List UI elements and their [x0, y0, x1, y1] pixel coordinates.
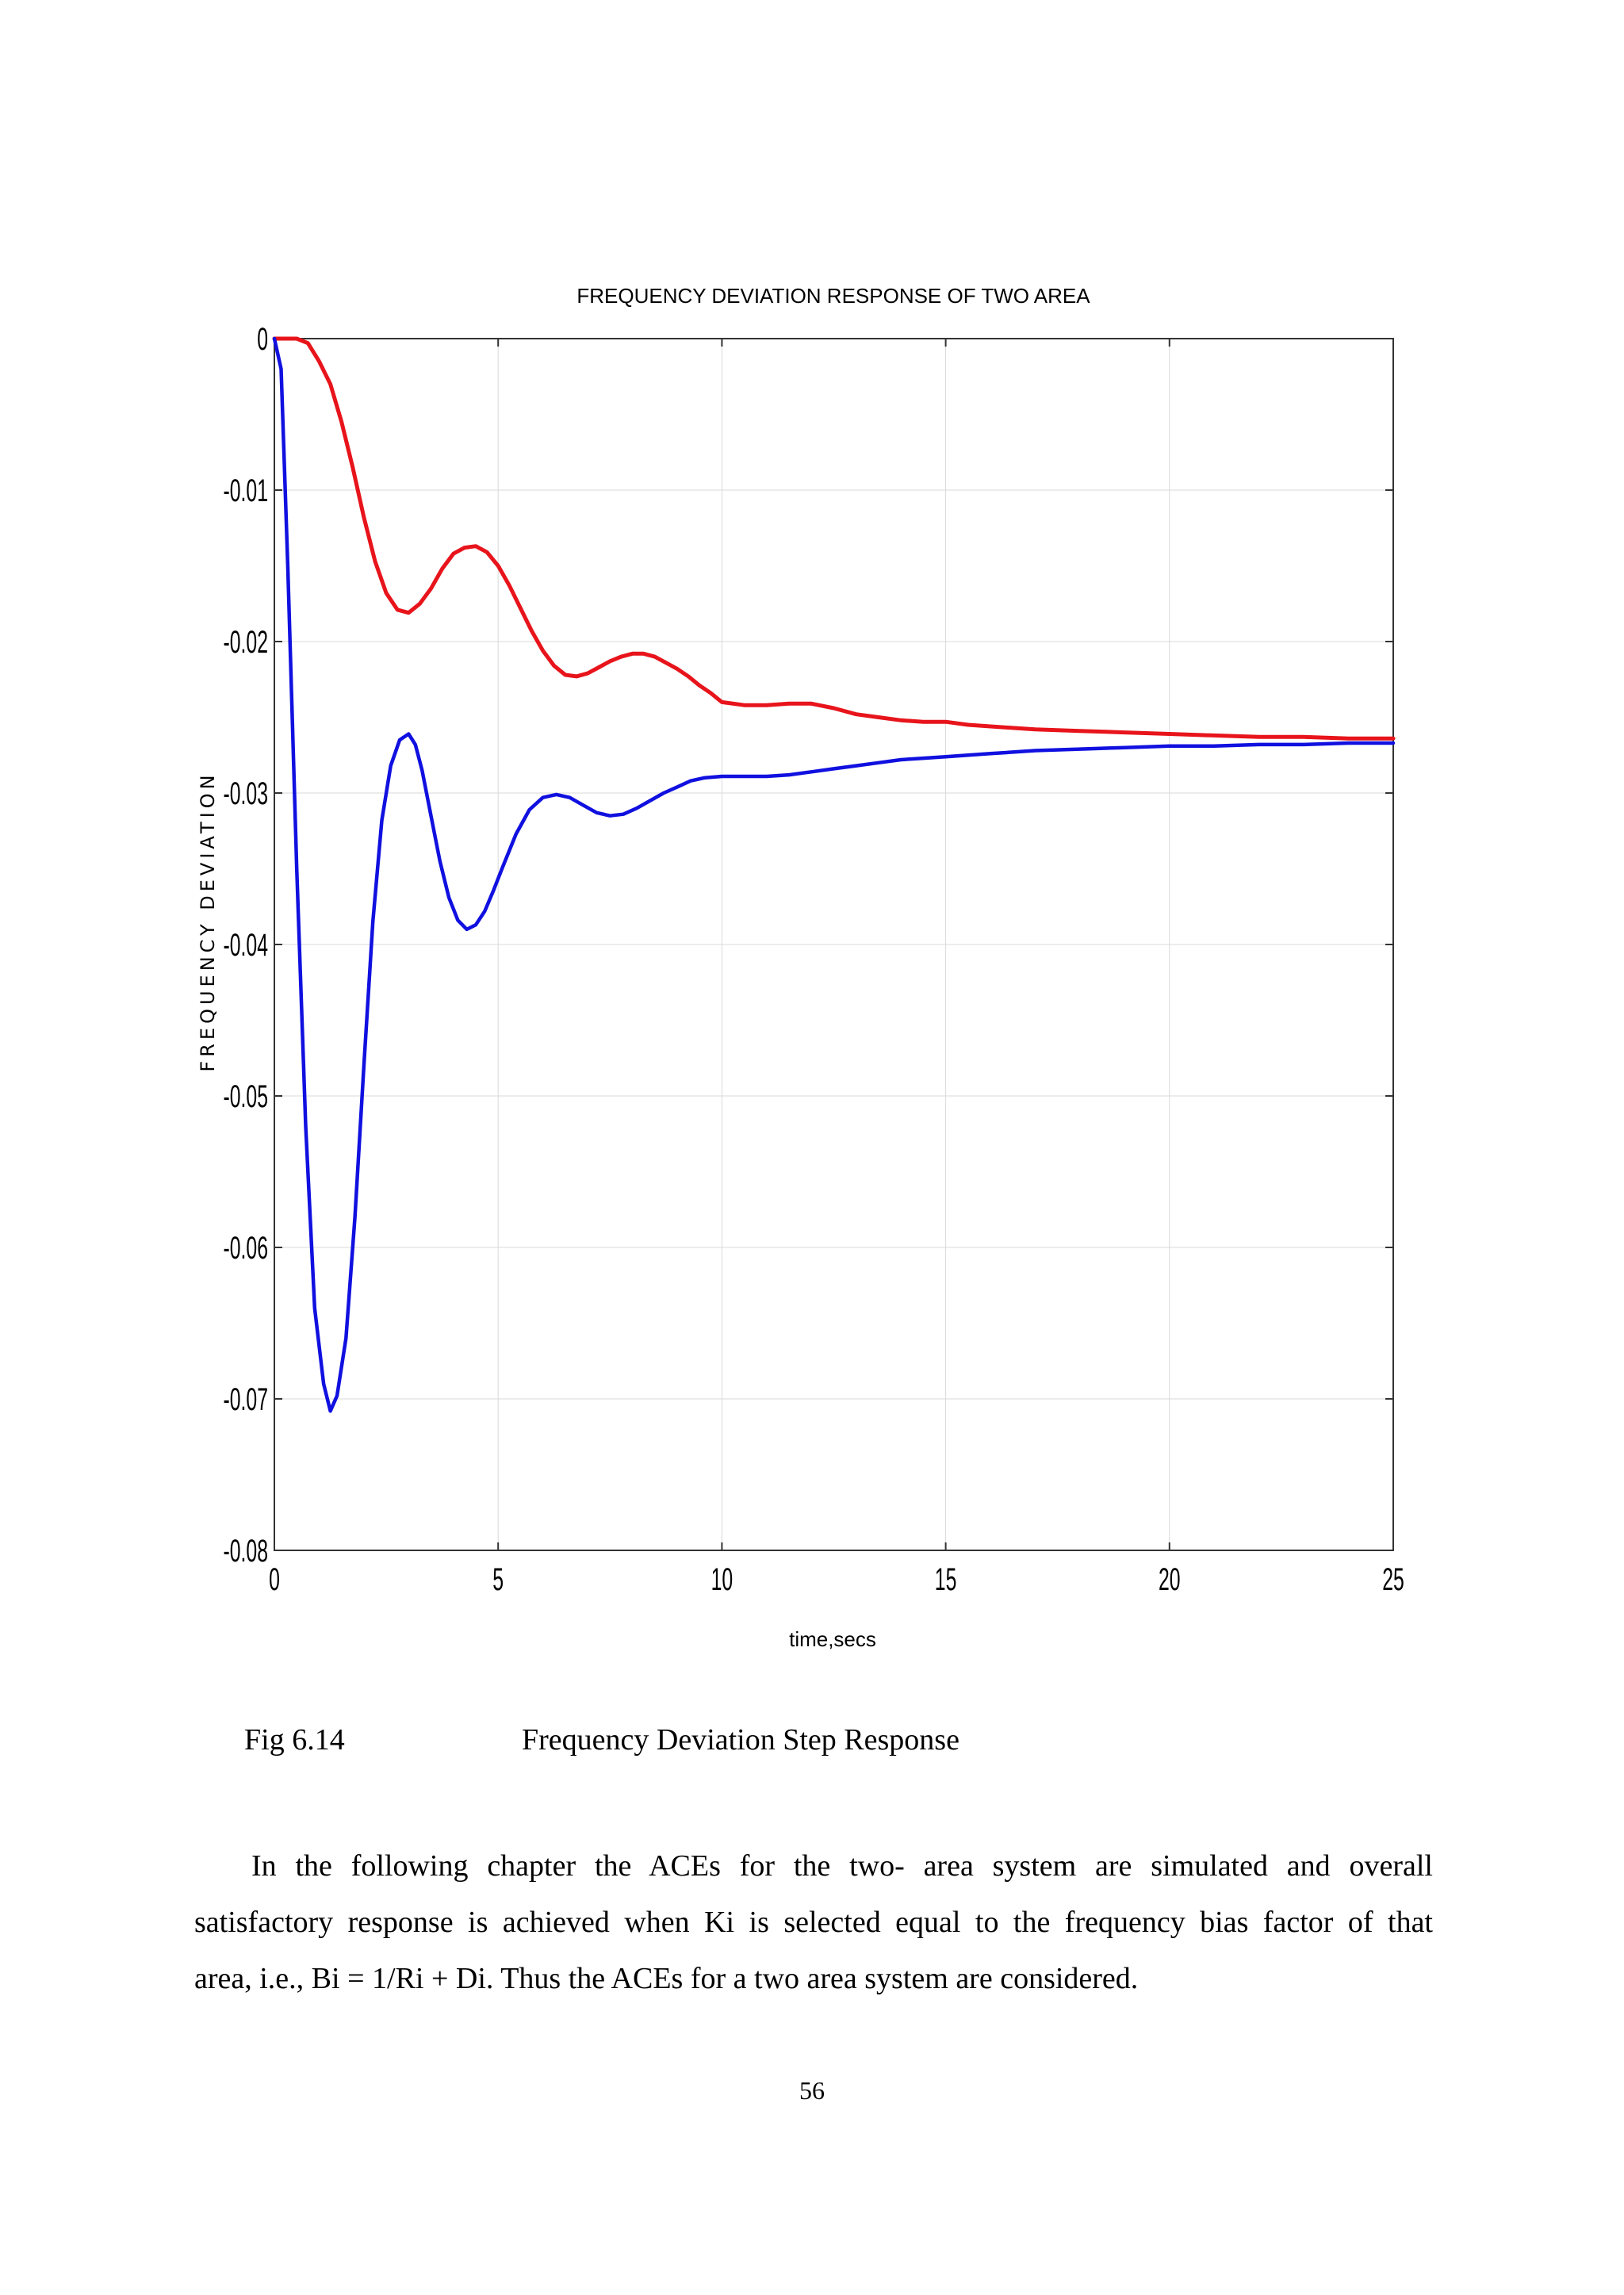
x-tick-label: 25 — [1382, 1562, 1404, 1597]
x-tick-label: 15 — [935, 1562, 957, 1597]
y-tick-label: -0.01 — [223, 473, 268, 508]
paragraph-line: area, i.e., Bi = 1/Ri + Di. Thus the ACE… — [194, 1962, 1139, 1995]
series-line-2 — [272, 336, 1396, 1413]
chart-title: FREQUENCY DEVIATION RESPONSE OF TWO AREA — [576, 284, 1090, 308]
series-line-1 — [272, 336, 1396, 741]
series-lines — [272, 336, 1396, 1413]
paragraph-line: In the following chapter the ACEs for th… — [251, 1849, 1433, 1883]
body-paragraph: In the following chapter the ACEs for th… — [194, 1838, 1433, 2007]
frequency-deviation-chart: FREQUENCY DEVIATION RESPONSE OF TWO AREA… — [197, 284, 1404, 1651]
grid-lines — [274, 338, 1394, 1551]
page-number: 56 — [799, 2076, 825, 2105]
y-tick-label: 0 — [257, 322, 268, 357]
x-tick-label: 0 — [269, 1562, 280, 1597]
y-tick-label: -0.07 — [223, 1382, 268, 1417]
paragraph-line: satisfactory response is achieved when K… — [194, 1906, 1433, 1939]
x-tick-label: 20 — [1159, 1562, 1181, 1597]
y-tick-label: -0.03 — [223, 776, 268, 811]
y-tick-label: -0.08 — [223, 1534, 268, 1569]
y-tick-label: -0.06 — [223, 1231, 268, 1266]
y-tick-label: -0.02 — [223, 625, 268, 660]
x-tick-label: 5 — [492, 1562, 504, 1597]
y-tick-labels: 0 -0.01 -0.02 -0.03 -0.04 -0.05 -0.06 -0.07 -0.0… — [223, 322, 268, 1569]
figure-caption: Frequency Deviation Step Response — [522, 1723, 959, 1757]
figure-number: Fig 6.14 — [244, 1723, 345, 1757]
x-tick-labels: 0 5 10 15 20 25 — [269, 1562, 1404, 1597]
y-axis-label: FREQUENCY DEVIATION — [197, 771, 219, 1071]
y-tick-label: -0.04 — [223, 928, 268, 963]
x-axis-label: time,secs — [789, 1627, 876, 1651]
x-tick-label: 10 — [711, 1562, 733, 1597]
y-tick-label: -0.05 — [223, 1079, 268, 1114]
